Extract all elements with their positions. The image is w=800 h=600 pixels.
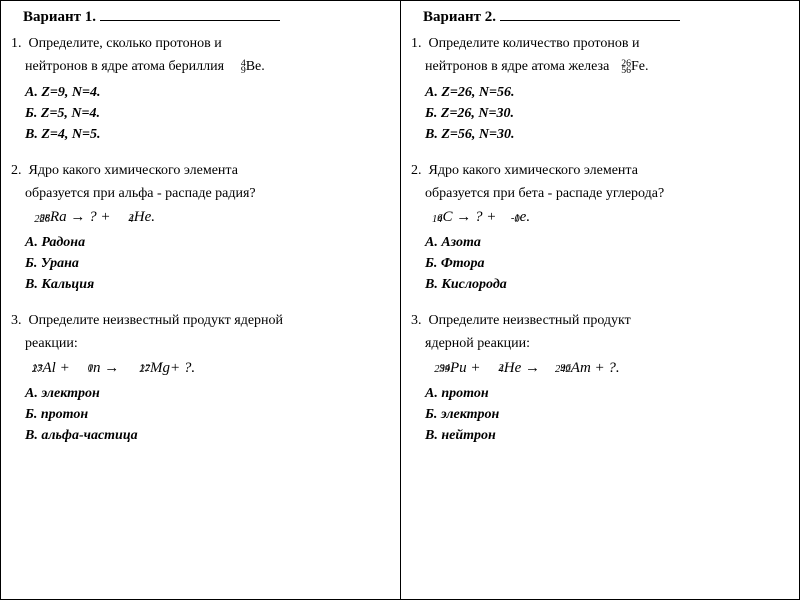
q-number: 3. <box>411 309 425 332</box>
q1-left: 1. Определите, сколько протонов и нейтро… <box>11 32 394 145</box>
variant-2-title-text: Вариант 2. <box>423 9 496 25</box>
q3-line2: реакции: <box>11 332 394 355</box>
variant-2-column: Вариант 2. 1. Определите количество прот… <box>400 1 800 599</box>
variant-2-title: Вариант 2. <box>411 9 793 26</box>
q2-line2: образуется при альфа - распаде радия? <box>11 182 394 205</box>
variant-1-title-text: Вариант 1. <box>23 9 96 25</box>
q-number: 3. <box>11 309 25 332</box>
q1-line2b: Be. <box>246 59 265 74</box>
q3-line1: Определите неизвестный продукт <box>429 313 631 328</box>
opt-v: В. нейтрон <box>425 425 793 446</box>
q3-right: 3. Определите неизвестный продукт ядерно… <box>411 309 793 445</box>
q2-line1: Ядро какого химического элемента <box>429 163 638 178</box>
opt-a: А. протон <box>425 383 793 404</box>
q2-right-text: 2. Ядро какого химического элемента обра… <box>411 159 793 205</box>
nuclide-be: 94Be. <box>228 59 265 74</box>
q-number: 2. <box>411 159 425 182</box>
q3-right-text: 3. Определите неизвестный продукт ядерно… <box>411 309 793 355</box>
opt-a: А. Z=9, N=4. <box>25 82 394 103</box>
q3-line1: Определите неизвестный продукт ядерной <box>29 313 284 328</box>
q1-left-options: А. Z=9, N=4. Б. Z=5, N=4. В. Z=4, N=5. <box>25 82 394 145</box>
q1-right-options: А. Z=26, N=56. Б. Z=26, N=30. В. Z=56, N… <box>425 82 793 145</box>
q2-left-text: 2. Ядро какого химического элемента обра… <box>11 159 394 205</box>
q3-right-formula: 23994Pu + 42He → 24296Am + ?. <box>423 360 793 377</box>
opt-a: А. Азота <box>425 232 793 253</box>
q2-left-options: А. Радона Б. Урана В. Кальция <box>25 232 394 295</box>
q2-right: 2. Ядро какого химического элемента обра… <box>411 159 793 295</box>
opt-v: В. Z=4, N=5. <box>25 124 394 145</box>
q1-left-text: 1. Определите, сколько протонов и нейтро… <box>11 32 394 78</box>
nuclide-fe: 5626Fe. <box>613 59 649 74</box>
q3-left-options: А. электрон Б. протон В. альфа-частица <box>25 383 394 446</box>
q3-left: 3. Определите неизвестный продукт ядерно… <box>11 309 394 445</box>
opt-v: В. Кальция <box>25 274 394 295</box>
q1-line1: Определите количество протонов и <box>429 36 640 51</box>
q1-right-text: 1. Определите количество протонов и нейт… <box>411 32 793 78</box>
q-number: 2. <box>11 159 25 182</box>
q2-left-formula: 22688Ra → ? + 42He. <box>23 209 394 226</box>
opt-v: В. альфа-частица <box>25 425 394 446</box>
q1-right: 1. Определите количество протонов и нейт… <box>411 32 793 145</box>
q1-line2a: нейтронов в ядре атома железа <box>425 59 613 74</box>
opt-a: А. электрон <box>25 383 394 404</box>
opt-b: Б. электрон <box>425 404 793 425</box>
q1-line2b: Fe. <box>631 59 649 74</box>
variant-1-column: Вариант 1. 1. Определите, сколько протон… <box>0 1 400 599</box>
q2-line1: Ядро какого химического элемента <box>29 163 238 178</box>
q2-left: 2. Ядро какого химического элемента обра… <box>11 159 394 295</box>
q3-left-formula: 2713Al + 10n → 2712Mg+ ?. <box>23 360 394 377</box>
opt-a: А. Радона <box>25 232 394 253</box>
name-blank-line <box>100 20 280 21</box>
name-blank-line <box>500 20 680 21</box>
opt-v: В. Кислорода <box>425 274 793 295</box>
opt-b: Б. Z=26, N=30. <box>425 103 793 124</box>
q2-right-options: А. Азота Б. Фтора В. Кислорода <box>425 232 793 295</box>
q2-line2: образуется при бета - распаде углерода? <box>411 182 793 205</box>
opt-a: А. Z=26, N=56. <box>425 82 793 103</box>
q1-line1: Определите, сколько протонов и <box>29 36 222 51</box>
q-number: 1. <box>11 32 25 55</box>
q2-right-formula: 146C → ? + 0-1e. <box>423 209 793 226</box>
opt-b: Б. Фтора <box>425 253 793 274</box>
opt-b: Б. Урана <box>25 253 394 274</box>
q3-right-options: А. протон Б. электрон В. нейтрон <box>425 383 793 446</box>
opt-b: Б. протон <box>25 404 394 425</box>
q1-line2a: нейтронов в ядре атома бериллия <box>25 59 228 74</box>
variant-1-title: Вариант 1. <box>11 9 394 26</box>
worksheet: Вариант 1. 1. Определите, сколько протон… <box>0 0 800 600</box>
q3-line2: ядерной реакции: <box>411 332 793 355</box>
q3-left-text: 3. Определите неизвестный продукт ядерно… <box>11 309 394 355</box>
q-number: 1. <box>411 32 425 55</box>
opt-v: В. Z=56, N=30. <box>425 124 793 145</box>
opt-b: Б. Z=5, N=4. <box>25 103 394 124</box>
